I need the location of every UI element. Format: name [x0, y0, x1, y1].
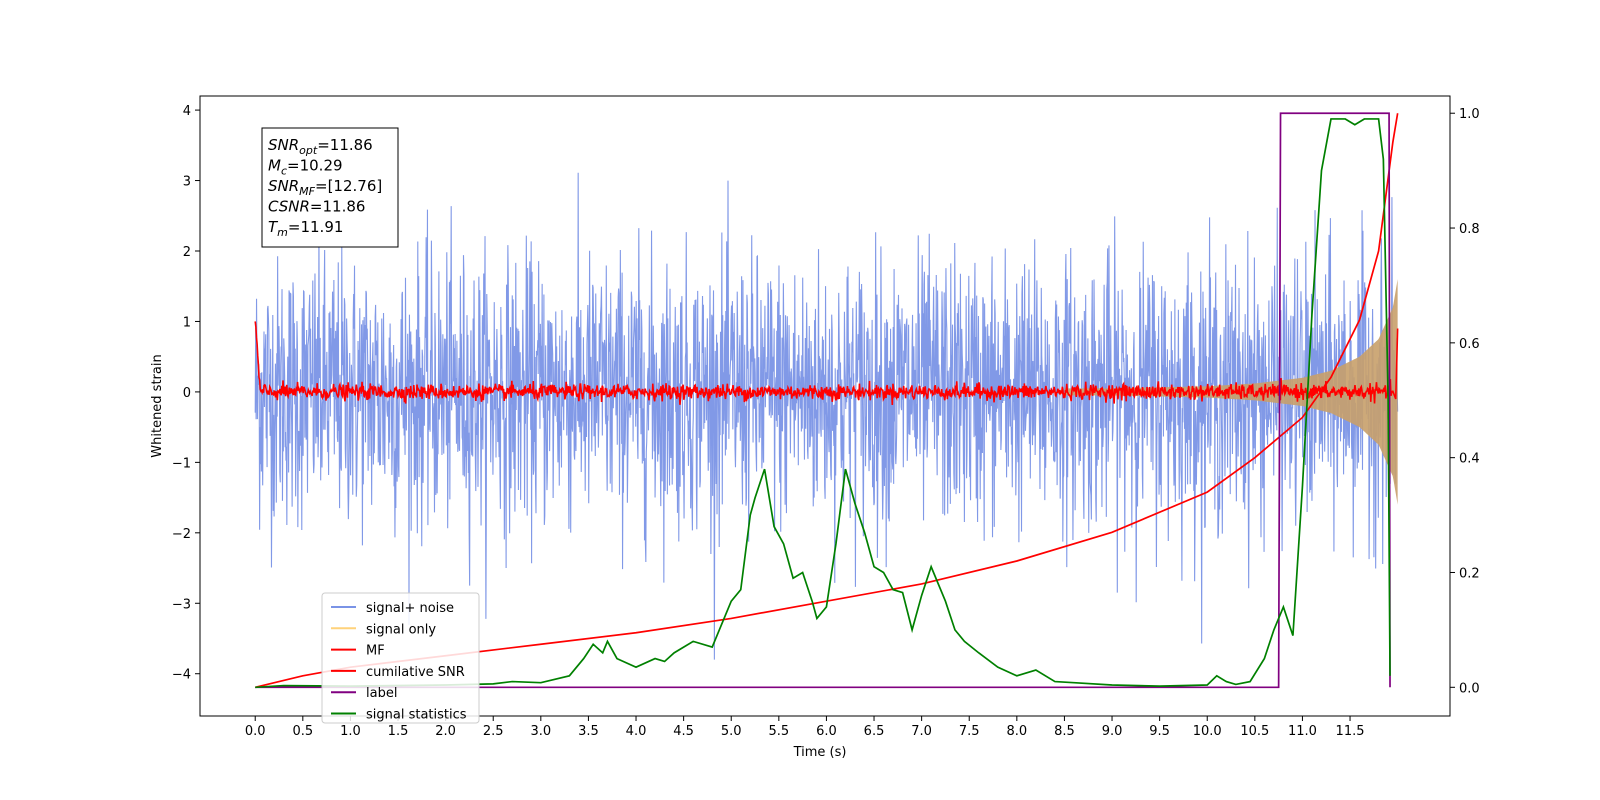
y-left-tick-label: −4: [172, 668, 191, 683]
x-tick-label: 4.5: [673, 724, 694, 739]
signal-statistics-line: [255, 118, 1391, 689]
label-line: [255, 112, 1391, 689]
x-tick-label: 4.0: [626, 724, 647, 739]
y-left-tick-label: 4: [183, 104, 191, 119]
info-box-line: Mc=10.29: [268, 157, 343, 178]
info-box-line: CSNR=11.86: [268, 198, 365, 216]
plot-frame: [199, 95, 1451, 717]
legend-label: label: [366, 686, 397, 701]
x-tick-label: 11.0: [1288, 724, 1317, 739]
y-left-tick-label: −1: [172, 456, 191, 471]
y-left-tick-label: 2: [183, 245, 191, 260]
x-tick-label: 7.0: [911, 724, 932, 739]
y-left-tick-label: −2: [172, 527, 191, 542]
x-tick-label: 5.0: [721, 724, 742, 739]
x-tick-label: 3.0: [530, 724, 551, 739]
info-box-line: SNRMF=[12.76]: [268, 177, 382, 198]
x-tick-label: 10.5: [1240, 724, 1269, 739]
x-tick-label: 1.5: [388, 724, 409, 739]
y-left-tick-label: 3: [183, 175, 191, 190]
x-tick-label: 9.0: [1102, 724, 1123, 739]
mf-line: [254, 321, 1399, 406]
x-tick-label: 11.5: [1336, 724, 1365, 739]
x-tick-label: 7.5: [959, 724, 980, 739]
y-right-tick-label: 1.0: [1459, 107, 1480, 122]
legend-label: cumilative SNR: [366, 665, 465, 680]
x-tick-label: 10.0: [1193, 724, 1222, 739]
y-right-tick-label: 0.2: [1459, 566, 1480, 581]
legend-label: MF: [366, 644, 385, 659]
y-left-tick-label: −3: [172, 597, 191, 612]
mf-series: [254, 321, 1399, 406]
legend-label: signal statistics: [366, 708, 467, 723]
x-tick-label: 8.5: [1054, 724, 1075, 739]
info-box-frame: [261, 127, 399, 248]
signal-noise-line: [254, 172, 1399, 660]
x-tick-label: 6.0: [816, 724, 837, 739]
x-tick-label: 3.5: [578, 724, 599, 739]
y-right-tick-label: 0.0: [1459, 681, 1480, 696]
signal-noise-series: [254, 172, 1399, 660]
legend-frame: [321, 592, 480, 724]
y-right-tick-label: 0.8: [1459, 222, 1480, 237]
x-tick-label: 2.0: [435, 724, 456, 739]
legend-label: signal+ noise: [366, 601, 454, 616]
y-right-tick-label: 0.4: [1459, 452, 1480, 467]
x-tick-label: 8.0: [1006, 724, 1027, 739]
x-tick-label: 9.5: [1149, 724, 1170, 739]
x-tick-label: 6.5: [864, 724, 885, 739]
x-tick-label: 0.0: [245, 724, 266, 739]
x-axis-label: Time (s): [793, 745, 847, 760]
x-axis-ticks: 0.0 0.5 1.0 1.5 2.0 2.5 3.0 3.5 4.0 4.5 5.0 5.5 6.0 6…: [245, 716, 1365, 739]
x-tick-label: 1.0: [340, 724, 361, 739]
y-right-axis-ticks: 0.0 0.2 0.4 0.6 0.8 1.0: [1450, 107, 1480, 696]
x-tick-label: 5.5: [768, 724, 789, 739]
info-box-line: SNRopt=11.86: [268, 136, 373, 157]
x-tick-label: 0.5: [292, 724, 313, 739]
y-left-tick-label: 1: [183, 315, 191, 330]
legend-label: signal only: [366, 622, 436, 637]
legend: signal+ noise signal only MF cumilative SNR…: [321, 592, 480, 724]
info-box-line: Tm=11.91: [268, 218, 343, 239]
y-left-axis-ticks: −4 −3 −2 −1 0 1 2 3 4: [172, 104, 200, 683]
y-left-axis-label: Whitened strain: [150, 354, 165, 457]
y-right-tick-label: 0.6: [1459, 337, 1480, 352]
info-box: SNRopt=11.86Mc=10.29SNRMF=[12.76]CSNR=11…: [261, 127, 399, 248]
y-left-tick-label: 0: [183, 386, 191, 401]
x-tick-label: 2.5: [483, 724, 504, 739]
